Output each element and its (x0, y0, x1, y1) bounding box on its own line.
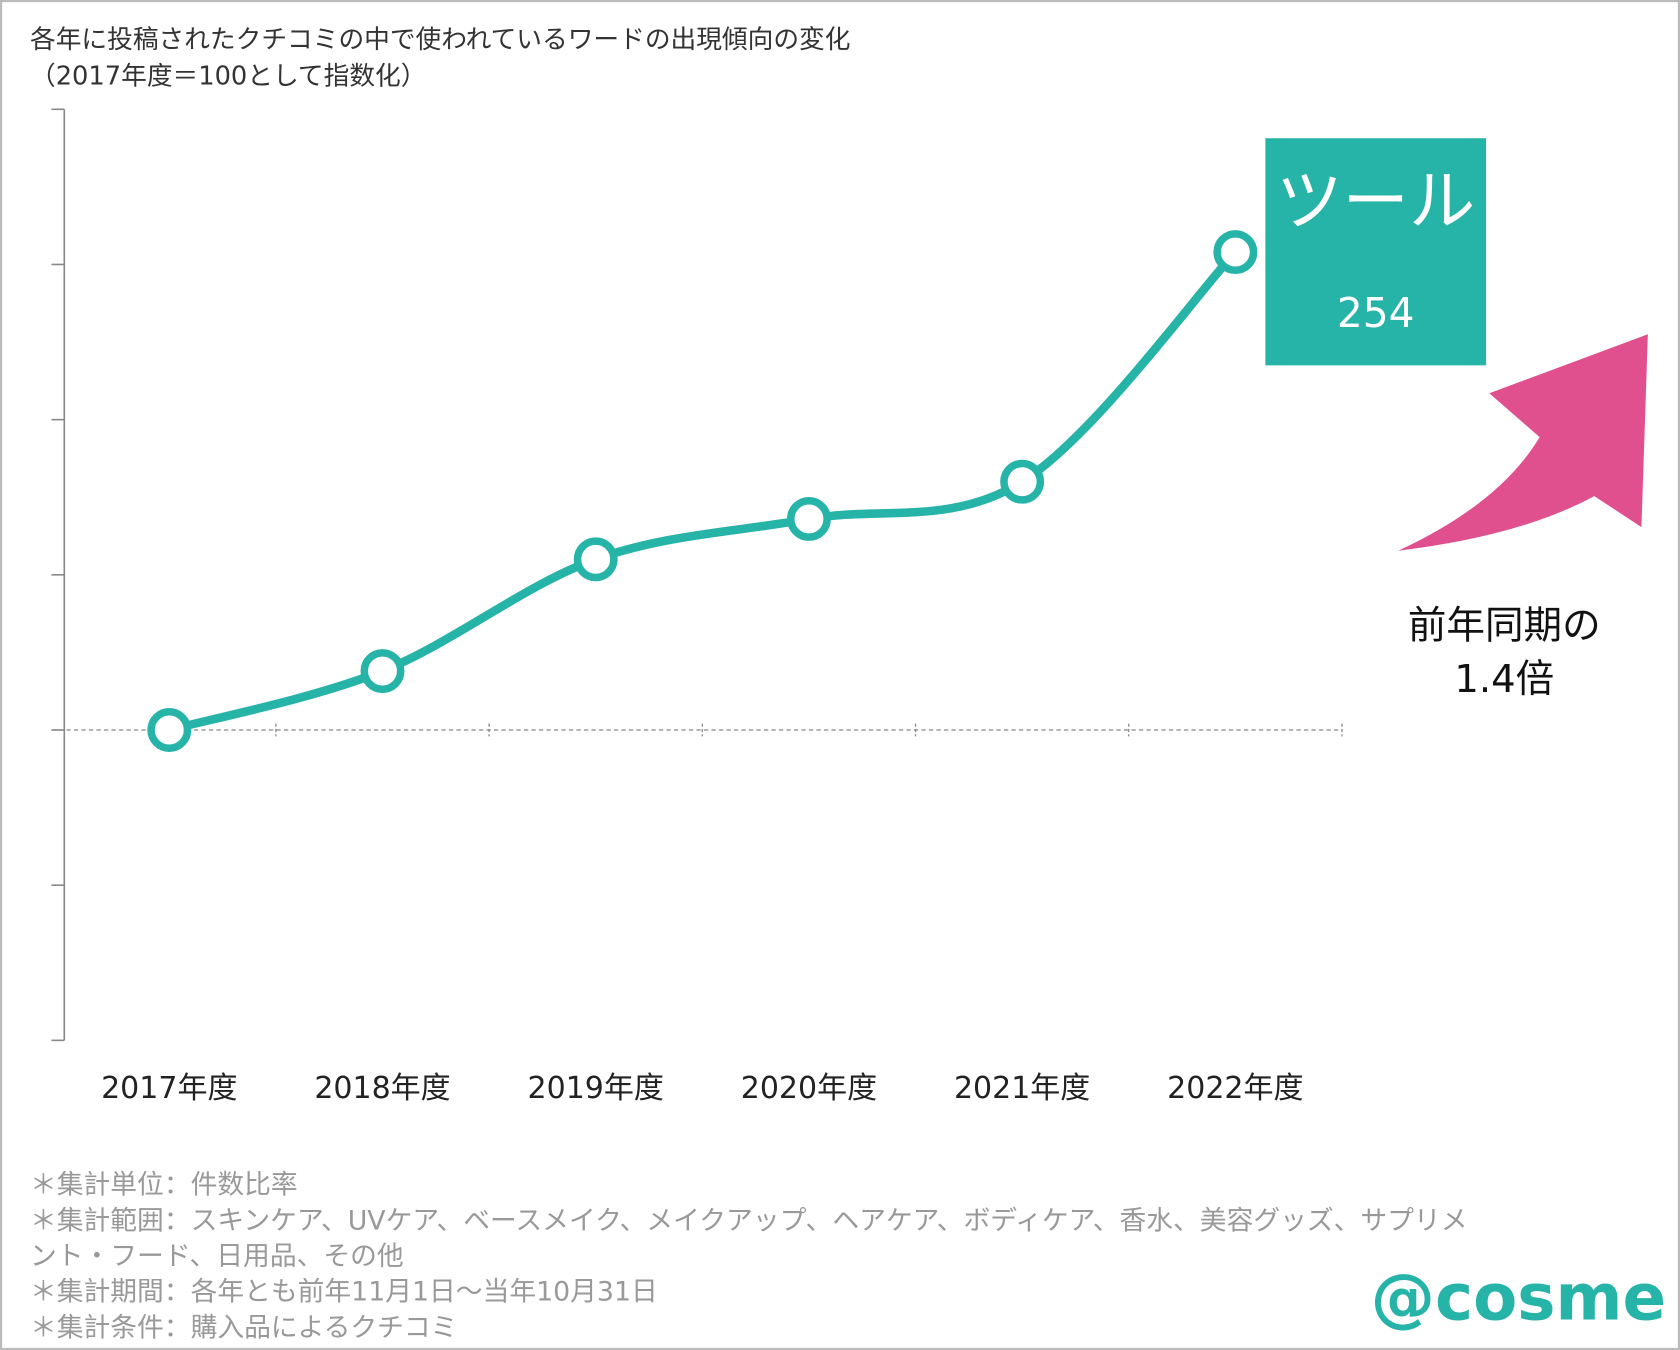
point (786, 496, 831, 541)
point (147, 708, 192, 752)
x-tick-label: 2022年度 (1167, 1071, 1303, 1106)
annotation: 前年同期の (1408, 603, 1601, 648)
chart-subtitle: （2017年度＝100として指数化） (30, 62, 426, 92)
x-tick-label: 2019年度 (528, 1071, 664, 1106)
footnote: ＊集計単位：件数比率 (30, 1170, 298, 1201)
footnote: ＊集計条件：購入品によるクチコミ (30, 1312, 457, 1343)
chart-title: 各年に投稿されたクチコミの中で使われているワードの出現傾向の変化 (30, 25, 850, 55)
annotation: 1.4倍 (1454, 657, 1554, 702)
x-tick-label: 2017年度 (101, 1071, 237, 1106)
footnote: ＊集計期間：各年とも前年11月1日〜当年10月31日 (30, 1277, 658, 1308)
x-tick-label: 2018年度 (314, 1071, 450, 1106)
footnote: ント・フード、日用品、その他 (30, 1241, 404, 1272)
point (1000, 459, 1045, 504)
point (360, 649, 405, 693)
footnote: ＊集計範囲：スキンケア、UVケア、ベースメイク、メイクアップ、ヘアケア、ボディケ… (30, 1205, 1467, 1236)
point (1213, 230, 1258, 275)
label-box (1265, 138, 1487, 366)
logo: @cosme (1371, 1260, 1666, 1335)
point (573, 537, 618, 582)
arrow (1398, 334, 1648, 551)
x-tick-label: 2021年度 (954, 1071, 1090, 1106)
value-label: 254 (1337, 289, 1415, 337)
legend-label: ツール (1276, 162, 1475, 240)
x-tick-label: 2020年度 (741, 1071, 877, 1106)
